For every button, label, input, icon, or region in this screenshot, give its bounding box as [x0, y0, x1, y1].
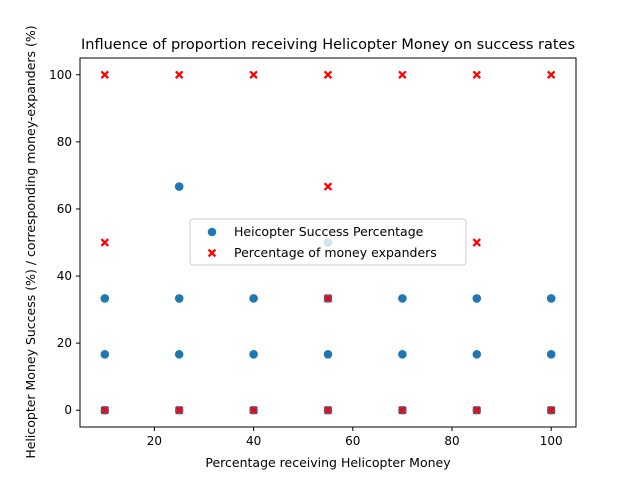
data-point-circle [249, 350, 258, 359]
x-tick-label: 80 [444, 434, 459, 448]
data-point-circle [249, 294, 258, 303]
x-axis-ticks: 20 40 60 80 100 [147, 427, 563, 448]
legend-cross-marker [207, 248, 217, 258]
data-point-cross [175, 406, 184, 415]
y-axis-label: Helicopter Money Success (%) / correspon… [23, 25, 38, 458]
legend-marker-helicopter-success [207, 227, 217, 237]
data-point-cross [398, 406, 407, 415]
data-point-cross [398, 70, 407, 79]
data-point-circle [174, 182, 184, 191]
data-point-cross [249, 406, 258, 415]
data-point-cross [323, 406, 333, 415]
data-point-circle [398, 294, 407, 303]
y-axis-ticks: 0 20 40 60 80 100 [49, 68, 80, 417]
data-point-cross [472, 238, 481, 247]
data-point-cross [175, 70, 184, 79]
x-tick-label: 20 [147, 434, 162, 448]
data-point-circle [100, 294, 110, 303]
data-point-cross [472, 406, 481, 415]
data-point-circle [546, 350, 556, 359]
data-point-cross [547, 406, 556, 415]
data-point-circle [472, 350, 482, 359]
data-point-circle [323, 350, 333, 359]
y-tick-label: 40 [57, 269, 72, 283]
data-point-cross [547, 70, 556, 79]
legend-label-money-expanders: Percentage of money expanders [234, 245, 437, 260]
data-point-circle [174, 350, 184, 359]
data-point-cross [100, 238, 109, 247]
legend: Heicopter Success Percentage Percentage … [189, 218, 467, 266]
chart-title: Influence of proportion receiving Helico… [81, 37, 575, 53]
data-point-cross [472, 70, 481, 79]
y-tick-label: 20 [57, 336, 72, 350]
legend-circle-marker [207, 227, 217, 237]
data-point-circle [174, 294, 184, 303]
data-point-cross [323, 70, 333, 79]
data-point-cross [323, 294, 333, 303]
data-series [100, 70, 556, 415]
legend-box [189, 218, 467, 266]
data-point-cross [100, 406, 109, 415]
data-point-circle [546, 294, 556, 303]
legend-label-helicopter-success: Heicopter Success Percentage [234, 224, 424, 239]
x-tick-label: 100 [540, 434, 563, 448]
data-point-circle [472, 294, 482, 303]
legend-marker-money-expanders [207, 248, 217, 258]
data-point-cross [249, 70, 258, 79]
data-point-cross [100, 70, 109, 79]
plot-frame [79, 57, 577, 428]
x-tick-label: 60 [345, 434, 360, 448]
data-point-circle [100, 350, 110, 359]
data-point-circle [398, 350, 407, 359]
y-tick-label: 0 [64, 403, 72, 417]
data-point-cross [323, 182, 333, 191]
series-money-expanders [100, 70, 556, 415]
y-tick-label: 80 [57, 135, 72, 149]
y-tick-label: 100 [49, 68, 72, 82]
x-tick-label: 40 [246, 434, 261, 448]
x-axis-label: Percentage receiving Helicopter Money [205, 455, 451, 470]
y-tick-label: 60 [57, 202, 72, 216]
